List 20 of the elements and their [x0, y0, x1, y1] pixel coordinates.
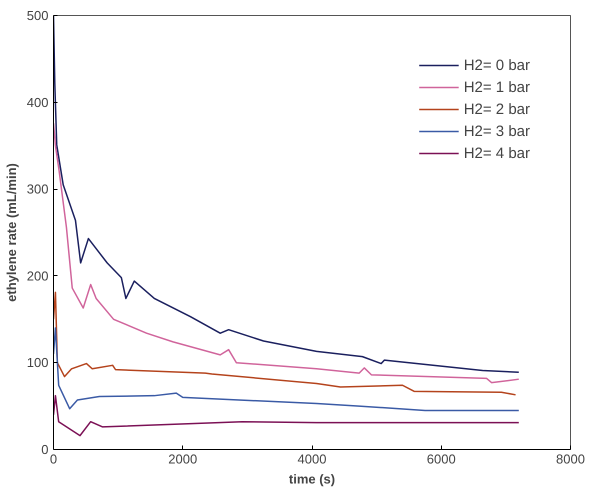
y-tick-label: 500	[26, 8, 49, 23]
x-tick-label: 8000	[556, 452, 585, 466]
y-tick-label: 0	[41, 442, 49, 457]
y-tick-label: 200	[26, 268, 49, 284]
y-tick-label: 100	[26, 355, 49, 370]
y-axis-title: ethylene rate (mL/min)	[4, 163, 19, 302]
line-series	[54, 292, 516, 396]
x-axis-title: time (s)	[288, 472, 336, 486]
x-tick-label: 6000	[426, 452, 456, 466]
legend-label: H2= 3 bar	[464, 122, 530, 140]
y-tick-label: 400	[26, 94, 49, 110]
x-tick-label: 2000	[168, 452, 198, 466]
legend-label: H2= 4 bar	[464, 144, 530, 162]
legend-label: H2= 2 bar	[464, 100, 530, 118]
line-series	[54, 327, 520, 412]
x-tick-label: 4000	[298, 452, 326, 466]
line-series	[54, 394, 520, 436]
legend-label: H2= 1 bar	[464, 78, 530, 96]
y-tick-label: 300	[26, 182, 49, 197]
legend-label: H2= 0 bar	[464, 56, 530, 74]
